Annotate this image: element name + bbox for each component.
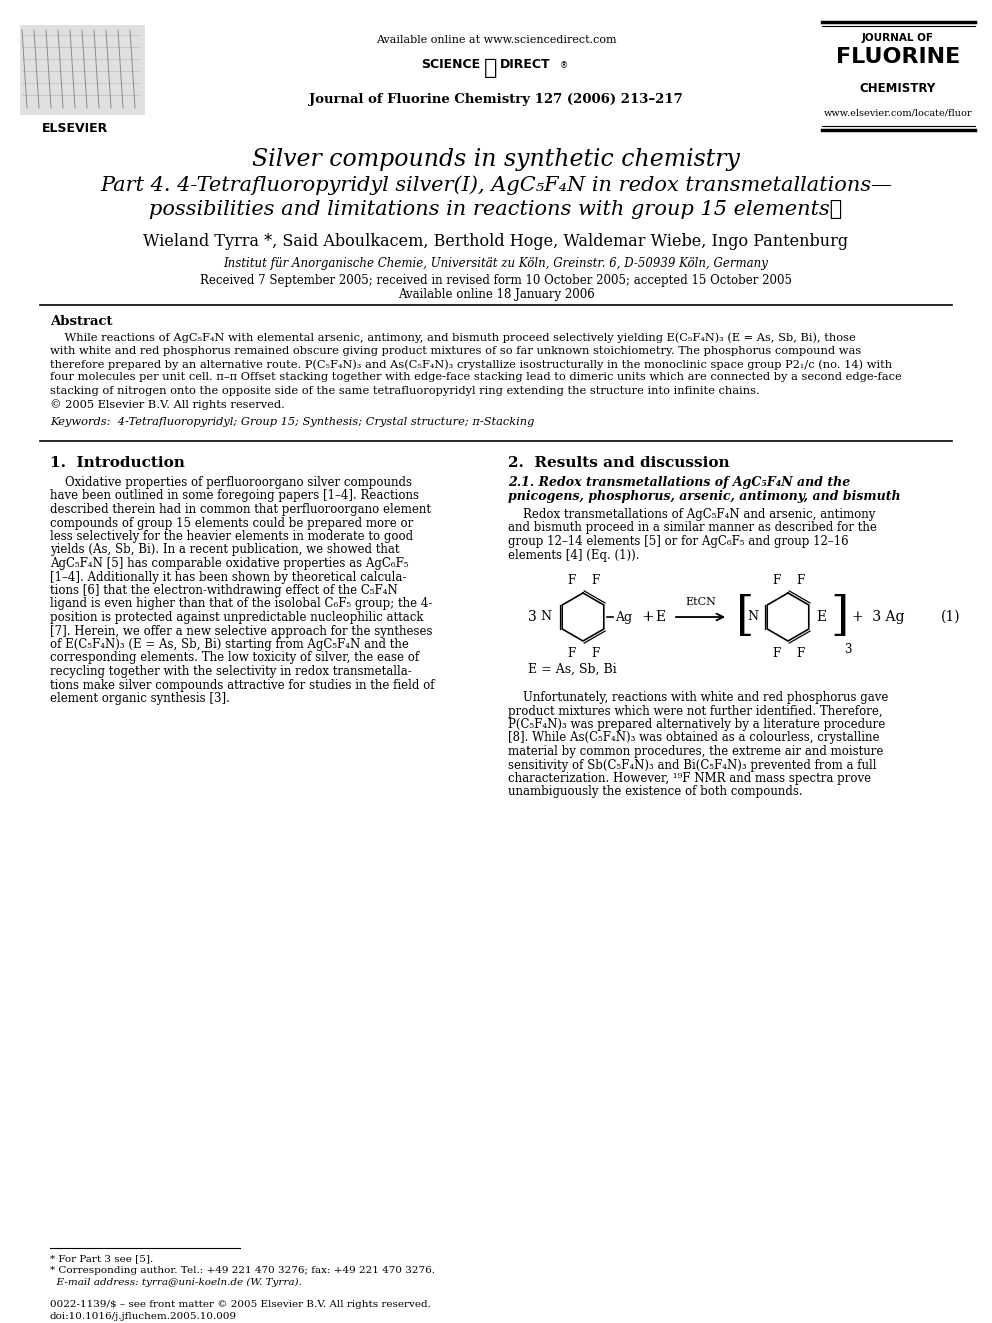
Text: Received 7 September 2005; received in revised form 10 October 2005; accepted 15: Received 7 September 2005; received in r… — [200, 274, 792, 287]
Text: ⓐ: ⓐ — [484, 58, 497, 78]
Text: E: E — [816, 610, 826, 624]
Text: N: N — [747, 610, 758, 623]
Text: +: + — [641, 610, 654, 624]
Text: F: F — [796, 574, 805, 587]
Text: ligand is even higher than that of the isolobal C₆F₅ group; the 4-: ligand is even higher than that of the i… — [50, 598, 433, 610]
Text: characterization. However, ¹⁹F NMR and mass spectra prove: characterization. However, ¹⁹F NMR and m… — [508, 773, 871, 785]
Text: F: F — [566, 647, 575, 660]
Text: F: F — [772, 574, 780, 587]
Text: Institut für Anorganische Chemie, Universität zu Köln, Greinstr. 6, D-50939 Köln: Institut für Anorganische Chemie, Univer… — [223, 257, 769, 270]
Text: F: F — [566, 574, 575, 587]
Text: doi:10.1016/j.jfluchem.2005.10.009: doi:10.1016/j.jfluchem.2005.10.009 — [50, 1312, 237, 1320]
Text: F: F — [591, 647, 599, 660]
Text: Ag: Ag — [615, 610, 632, 623]
Text: Wieland Tyrra *, Said Aboulkacem, Berthold Hoge, Waldemar Wiebe, Ingo Pantenburg: Wieland Tyrra *, Said Aboulkacem, Bertho… — [144, 233, 848, 250]
Text: [8]. While As(C₅F₄N)₃ was obtained as a colourless, crystalline: [8]. While As(C₅F₄N)₃ was obtained as a … — [508, 732, 880, 745]
Text: Silver compounds in synthetic chemistry: Silver compounds in synthetic chemistry — [252, 148, 740, 171]
Text: P(C₅F₄N)₃ was prepared alternatively by a literature procedure: P(C₅F₄N)₃ was prepared alternatively by … — [508, 718, 885, 732]
Text: Keywords:  4-Tetrafluoropyridyl; Group 15; Synthesis; Crystal structure; π-Stack: Keywords: 4-Tetrafluoropyridyl; Group 15… — [50, 417, 535, 427]
Text: © 2005 Elsevier B.V. All rights reserved.: © 2005 Elsevier B.V. All rights reserved… — [50, 400, 285, 410]
Text: corresponding elements. The low toxicity of silver, the ease of: corresponding elements. The low toxicity… — [50, 651, 420, 664]
Text: N: N — [540, 610, 551, 623]
Bar — [20, 25, 145, 115]
Text: E-mail address: tyrra@uni-koeln.de (W. Tyrra).: E-mail address: tyrra@uni-koeln.de (W. T… — [50, 1278, 302, 1287]
Text: 1.  Introduction: 1. Introduction — [50, 456, 185, 470]
Text: with white and red phosphorus remained obscure giving product mixtures of so far: with white and red phosphorus remained o… — [50, 345, 861, 356]
Text: E: E — [655, 610, 665, 624]
Text: www.elsevier.com/locate/fluor: www.elsevier.com/locate/fluor — [823, 108, 972, 116]
Text: tions [6] that the electron-withdrawing effect of the C₅F₄N: tions [6] that the electron-withdrawing … — [50, 583, 398, 597]
Text: ]: ] — [830, 594, 848, 639]
Text: elements [4] (Eq. (1)).: elements [4] (Eq. (1)). — [508, 549, 640, 561]
Text: therefore prepared by an alternative route. P(C₅F₄N)₃ and As(C₅F₄N)₃ crystallize: therefore prepared by an alternative rou… — [50, 359, 892, 369]
Text: EtCN: EtCN — [685, 597, 716, 607]
Text: element organic synthesis [3].: element organic synthesis [3]. — [50, 692, 230, 705]
Text: 2.1. Redox transmetallations of AgC₅F₄N and the: 2.1. Redox transmetallations of AgC₅F₄N … — [508, 476, 850, 490]
Text: sensitivity of Sb(C₅F₄N)₃ and Bi(C₅F₄N)₃ prevented from a full: sensitivity of Sb(C₅F₄N)₃ and Bi(C₅F₄N)₃… — [508, 758, 877, 771]
Text: [1–4]. Additionally it has been shown by theoretical calcula-: [1–4]. Additionally it has been shown by… — [50, 570, 407, 583]
Text: Available online 18 January 2006: Available online 18 January 2006 — [398, 288, 594, 302]
Text: 2.  Results and discussion: 2. Results and discussion — [508, 456, 730, 470]
Text: While reactions of AgC₅F₄N with elemental arsenic, antimony, and bismuth proceed: While reactions of AgC₅F₄N with elementa… — [50, 332, 856, 343]
Text: 0022-1139/$ – see front matter © 2005 Elsevier B.V. All rights reserved.: 0022-1139/$ – see front matter © 2005 El… — [50, 1301, 431, 1308]
Text: unambiguously the existence of both compounds.: unambiguously the existence of both comp… — [508, 786, 803, 799]
Text: F: F — [772, 647, 780, 660]
Text: of E(C₅F₄N)₃ (E = As, Sb, Bi) starting from AgC₅F₄N and the: of E(C₅F₄N)₃ (E = As, Sb, Bi) starting f… — [50, 638, 409, 651]
Text: group 12–14 elements [5] or for AgC₆F₅ and group 12–16: group 12–14 elements [5] or for AgC₆F₅ a… — [508, 534, 848, 548]
Text: ELSEVIER: ELSEVIER — [42, 122, 108, 135]
Text: four molecules per unit cell. π–π Offset stacking together with edge-face stacki: four molecules per unit cell. π–π Offset… — [50, 373, 902, 382]
Text: Abstract: Abstract — [50, 315, 112, 328]
Text: F: F — [591, 574, 599, 587]
Text: [: [ — [736, 594, 754, 639]
Text: ®: ® — [560, 61, 568, 70]
Text: stacking of nitrogen onto the opposite side of the same tetrafluoropyridyl ring : stacking of nitrogen onto the opposite s… — [50, 386, 760, 396]
Text: Journal of Fluorine Chemistry 127 (2006) 213–217: Journal of Fluorine Chemistry 127 (2006)… — [310, 93, 682, 106]
Text: tions make silver compounds attractive for studies in the field of: tions make silver compounds attractive f… — [50, 679, 434, 692]
Text: E = As, Sb, Bi: E = As, Sb, Bi — [528, 663, 617, 676]
Text: +  3 Ag: + 3 Ag — [852, 610, 905, 624]
Text: 3: 3 — [844, 643, 851, 656]
Text: [7]. Herein, we offer a new selective approach for the syntheses: [7]. Herein, we offer a new selective ap… — [50, 624, 433, 638]
Text: Available online at www.sciencedirect.com: Available online at www.sciencedirect.co… — [376, 34, 616, 45]
Text: FLUORINE: FLUORINE — [836, 48, 960, 67]
Text: recycling together with the selectivity in redox transmetalla-: recycling together with the selectivity … — [50, 665, 412, 677]
Text: CHEMISTRY: CHEMISTRY — [860, 82, 936, 95]
Text: yields (As, Sb, Bi). In a recent publication, we showed that: yields (As, Sb, Bi). In a recent publica… — [50, 544, 400, 557]
Text: 3: 3 — [529, 610, 537, 624]
Text: Part 4. 4-Tetrafluoropyridyl silver(I), AgC₅F₄N in redox transmetallations—: Part 4. 4-Tetrafluoropyridyl silver(I), … — [100, 175, 892, 194]
Text: AgC₅F₄N [5] has comparable oxidative properties as AgC₆F₅: AgC₅F₄N [5] has comparable oxidative pro… — [50, 557, 409, 570]
Text: Oxidative properties of perfluoroorgano silver compounds: Oxidative properties of perfluoroorgano … — [50, 476, 412, 490]
Text: possibilities and limitations in reactions with group 15 elements☆: possibilities and limitations in reactio… — [150, 200, 842, 220]
Text: pnicogens, phosphorus, arsenic, antimony, and bismuth: pnicogens, phosphorus, arsenic, antimony… — [508, 490, 901, 503]
Text: (1): (1) — [940, 610, 960, 624]
Text: DIRECT: DIRECT — [500, 58, 551, 71]
Text: JOURNAL OF: JOURNAL OF — [862, 33, 934, 44]
Text: * Corresponding author. Tel.: +49 221 470 3276; fax: +49 221 470 3276.: * Corresponding author. Tel.: +49 221 47… — [50, 1266, 435, 1275]
Text: described therein had in common that perfluoroorgano element: described therein had in common that per… — [50, 503, 431, 516]
Text: compounds of group 15 elements could be prepared more or: compounds of group 15 elements could be … — [50, 516, 414, 529]
Text: have been outlined in some foregoing papers [1–4]. Reactions: have been outlined in some foregoing pap… — [50, 490, 419, 503]
Text: material by common procedures, the extreme air and moisture: material by common procedures, the extre… — [508, 745, 883, 758]
Text: position is protected against unpredictable nucleophilic attack: position is protected against unpredicta… — [50, 611, 424, 624]
Text: * For Part 3 see [5].: * For Part 3 see [5]. — [50, 1254, 153, 1263]
Text: Unfortunately, reactions with white and red phosphorus gave: Unfortunately, reactions with white and … — [508, 691, 889, 704]
Text: Redox transmetallations of AgC₅F₄N and arsenic, antimony: Redox transmetallations of AgC₅F₄N and a… — [508, 508, 875, 521]
Text: and bismuth proceed in a similar manner as described for the: and bismuth proceed in a similar manner … — [508, 521, 877, 534]
Text: F: F — [796, 647, 805, 660]
Text: SCIENCE: SCIENCE — [421, 58, 480, 71]
Text: product mixtures which were not further identified. Therefore,: product mixtures which were not further … — [508, 705, 883, 717]
Text: less selectively for the heavier elements in moderate to good: less selectively for the heavier element… — [50, 531, 413, 542]
